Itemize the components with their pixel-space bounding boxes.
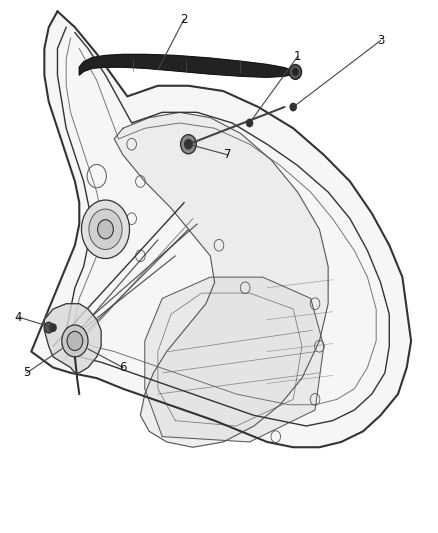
Circle shape	[184, 140, 192, 149]
Circle shape	[62, 325, 88, 357]
Polygon shape	[79, 54, 293, 77]
Polygon shape	[44, 304, 101, 373]
Circle shape	[50, 324, 56, 332]
Circle shape	[185, 141, 191, 148]
Circle shape	[289, 64, 301, 79]
Circle shape	[98, 220, 113, 239]
Polygon shape	[114, 112, 328, 447]
Circle shape	[247, 119, 253, 127]
Circle shape	[293, 69, 298, 75]
Circle shape	[89, 209, 122, 249]
Polygon shape	[145, 277, 324, 442]
Text: 5: 5	[23, 366, 31, 379]
Text: 4: 4	[14, 311, 22, 324]
Circle shape	[44, 322, 53, 333]
Text: 2: 2	[180, 13, 188, 26]
Text: 1: 1	[294, 50, 301, 63]
Circle shape	[180, 135, 196, 154]
Circle shape	[67, 332, 83, 351]
Circle shape	[290, 103, 296, 111]
Circle shape	[81, 200, 130, 259]
Text: 6: 6	[119, 361, 127, 374]
Polygon shape	[31, 11, 411, 447]
Text: 3: 3	[377, 34, 384, 47]
Text: 7: 7	[224, 148, 231, 161]
